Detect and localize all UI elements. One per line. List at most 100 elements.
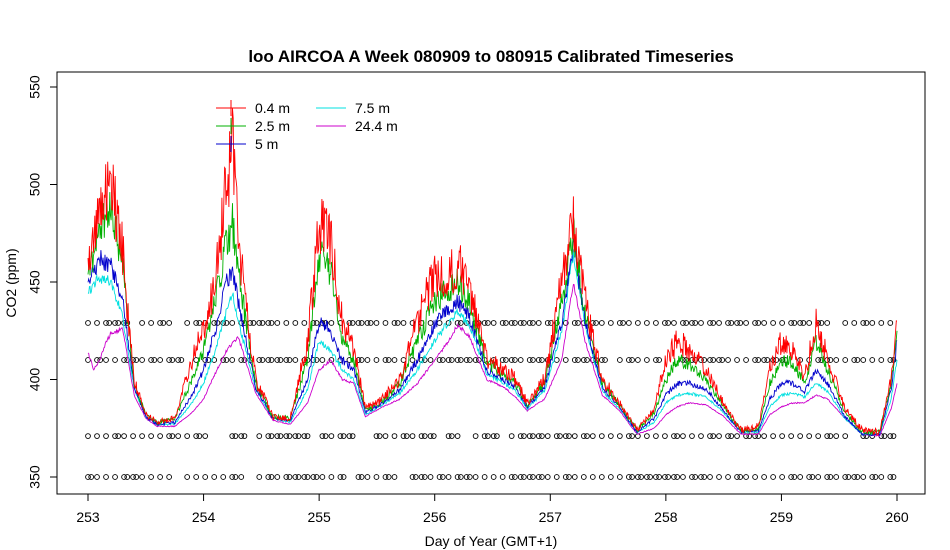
flag-marker: [572, 434, 577, 439]
flag-marker: [846, 475, 851, 480]
flag-marker: [576, 321, 581, 326]
flag-marker: [531, 475, 536, 480]
flag-marker: [861, 358, 866, 363]
flag-marker: [801, 321, 806, 326]
flag-marker: [774, 358, 779, 363]
flag-marker: [843, 434, 848, 439]
flag-marker: [843, 358, 848, 363]
flag-marker: [738, 321, 743, 326]
legend-label: 24.4 m: [355, 118, 398, 134]
flag-marker: [329, 434, 334, 439]
flag-marker: [825, 321, 830, 326]
flag-marker: [260, 321, 265, 326]
flag-marker: [690, 434, 695, 439]
flag-marker: [482, 475, 487, 480]
flag-marker: [122, 434, 127, 439]
flag-marker: [293, 358, 298, 363]
flag-marker: [458, 475, 463, 480]
flag-marker: [503, 321, 508, 326]
flag-marker: [621, 321, 626, 326]
flag-marker: [131, 434, 136, 439]
y-tick-label: 450: [27, 270, 43, 294]
flag-marker: [617, 475, 622, 480]
flag-marker: [819, 321, 824, 326]
flag-marker: [149, 475, 154, 480]
flag-marker: [422, 475, 427, 480]
legend: 0.4 m2.5 m5 m7.5 m24.4 m: [216, 100, 398, 152]
flag-marker: [104, 434, 109, 439]
flag-marker: [359, 475, 364, 480]
flag-marker: [257, 434, 262, 439]
flag-marker: [545, 475, 550, 480]
flag-marker: [717, 434, 722, 439]
flag-marker: [278, 358, 283, 363]
flag-marker: [185, 321, 190, 326]
flag-marker: [440, 358, 445, 363]
flag-marker: [392, 358, 397, 363]
flag-marker: [756, 358, 761, 363]
flag-marker: [296, 434, 301, 439]
flag-marker: [446, 475, 451, 480]
flag-marker: [314, 321, 319, 326]
flag-marker: [729, 434, 734, 439]
flag-marker: [413, 475, 418, 480]
flag-marker: [386, 475, 391, 480]
flag-marker: [744, 358, 749, 363]
flag-marker: [467, 358, 472, 363]
flag-marker: [377, 434, 382, 439]
y-tick-label: 400: [27, 368, 43, 392]
flag-marker: [239, 475, 244, 480]
flag-marker: [428, 321, 433, 326]
flag-marker: [792, 475, 797, 480]
flag-marker: [711, 321, 716, 326]
flag-marker: [176, 434, 181, 439]
flag-marker: [323, 434, 328, 439]
flag-marker: [473, 475, 478, 480]
flag-marker: [540, 475, 545, 480]
flag-marker: [554, 358, 559, 363]
flag-marker: [221, 475, 226, 480]
flag-marker: [753, 475, 758, 480]
flag-marker: [590, 475, 595, 480]
flag-marker: [648, 475, 653, 480]
flag-marker: [158, 434, 163, 439]
flag-marker: [458, 321, 463, 326]
flag-marker: [792, 321, 797, 326]
flag-marker: [720, 358, 725, 363]
flag-marker: [531, 434, 536, 439]
flag-marker: [639, 475, 644, 480]
flag-marker: [512, 321, 517, 326]
flag-marker: [230, 358, 235, 363]
flag-marker: [170, 358, 175, 363]
flag-marker: [134, 475, 139, 480]
flag-marker: [509, 434, 514, 439]
flag-marker: [203, 475, 208, 480]
flag-marker: [798, 475, 803, 480]
x-axis-label: Day of Year (GMT+1): [425, 533, 558, 549]
flag-marker: [428, 358, 433, 363]
flag-marker: [572, 475, 577, 480]
flag-marker: [630, 358, 635, 363]
flag-marker: [125, 475, 130, 480]
flag-marker: [275, 475, 280, 480]
flag-marker: [404, 434, 409, 439]
legend-label: 0.4 m: [255, 100, 290, 116]
flag-marker: [681, 475, 686, 480]
series-lines: [88, 109, 897, 437]
flag-marker: [717, 475, 722, 480]
flag-marker: [320, 358, 325, 363]
flag-marker: [161, 321, 166, 326]
flag-marker: [224, 358, 229, 363]
flag-marker: [666, 475, 671, 480]
flag-marker: [95, 321, 100, 326]
x-tick-label: 258: [654, 509, 678, 525]
flag-marker: [386, 358, 391, 363]
flag-marker: [693, 321, 698, 326]
flag-marker: [540, 358, 545, 363]
flag-marker: [780, 321, 785, 326]
flag-marker: [113, 358, 118, 363]
flag-marker: [630, 434, 635, 439]
flag-marker: [383, 321, 388, 326]
y-axis-label: CO2 (ppm): [3, 248, 19, 317]
flag-marker: [870, 321, 875, 326]
